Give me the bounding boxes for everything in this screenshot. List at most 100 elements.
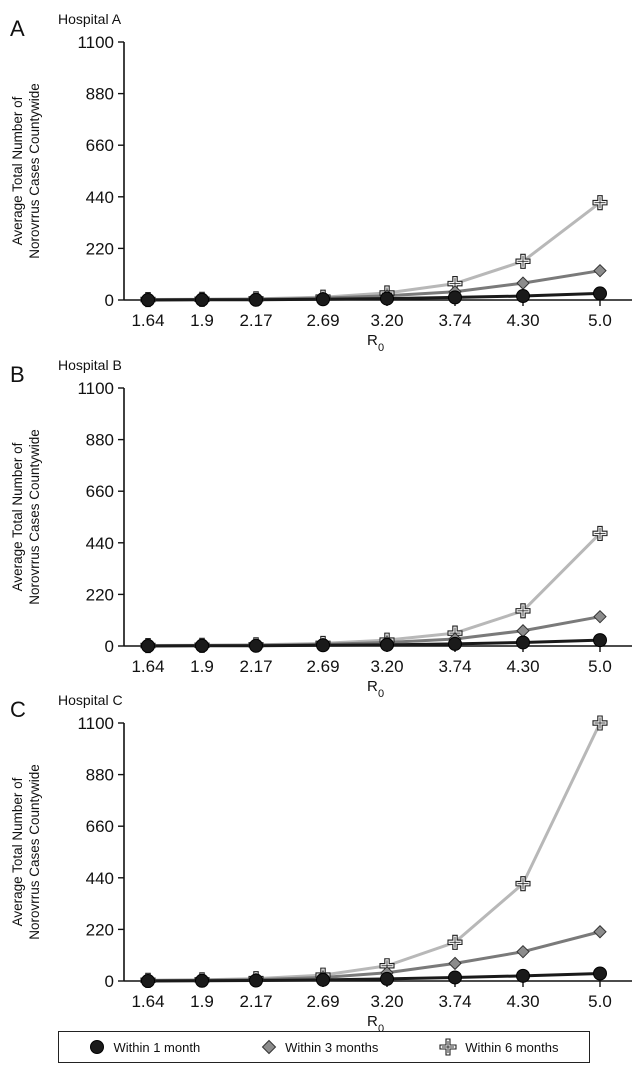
x-tick-label: 1.9 — [190, 311, 214, 330]
data-point-circle — [448, 636, 462, 651]
y-tick-label: 0 — [105, 972, 114, 991]
data-point-circle — [380, 637, 394, 652]
x-tick-label: 5.0 — [588, 657, 612, 676]
data-point-circle — [249, 292, 263, 307]
data-point-circle — [316, 972, 330, 987]
legend-circle-marker-icon — [90, 1040, 105, 1054]
y-tick-label: 440 — [86, 188, 114, 207]
panel-letter: C — [10, 697, 26, 722]
data-point-diamond — [516, 944, 530, 959]
data-point-circle — [593, 633, 607, 648]
series-line-cross — [147, 722, 602, 982]
chart-panel-c: C Hospital C Average Total Number of Norovr… — [10, 692, 632, 1035]
x-tick-label: 3.20 — [370, 657, 403, 676]
legend-item-6-months: Within 6 months — [439, 1038, 558, 1056]
y-tick-label: 660 — [86, 136, 114, 155]
data-point-circle — [593, 966, 607, 981]
chart-title: Hospital C — [58, 692, 123, 708]
series-line-circle — [147, 638, 601, 648]
series-markers-cross — [140, 525, 608, 654]
series-line-circle — [147, 291, 601, 302]
data-point-diamond — [593, 263, 607, 278]
data-point-circle — [141, 974, 155, 988]
y-tick-label: 440 — [86, 869, 114, 888]
x-tick-label: 3.20 — [370, 992, 403, 1011]
x-tick-label: 3.74 — [438, 657, 471, 676]
y-tick-label: 880 — [86, 766, 114, 785]
x-axis-label: R — [367, 1013, 378, 1030]
series-markers-circle — [141, 286, 607, 307]
data-point-circle — [195, 292, 209, 307]
y-tick-label: 880 — [86, 431, 114, 450]
data-point-circle — [316, 638, 330, 653]
chart-panel-b: B Hospital B Average Total Number of Norovr… — [10, 357, 632, 700]
x-tick-label: 2.69 — [306, 311, 339, 330]
data-point-circle — [516, 968, 530, 983]
y-tick-label: 0 — [105, 291, 114, 310]
legend-cross-marker-icon — [439, 1038, 457, 1056]
data-point-circle — [593, 286, 607, 301]
x-tick-label: 1.64 — [131, 311, 164, 330]
series-line-circle — [147, 971, 601, 983]
y-tick-label: 660 — [86, 482, 114, 501]
y-tick-label: 220 — [86, 920, 114, 939]
y-axis-label-line2: Norovrrus Cases Countywide — [27, 83, 42, 259]
y-axis-label-line2: Norovrrus Cases Countywide — [27, 764, 42, 940]
x-axis-label: R — [367, 332, 378, 349]
y-tick-label: 220 — [86, 239, 114, 258]
data-point-circle — [516, 289, 530, 304]
panel-letter: B — [10, 362, 25, 387]
legend-diamond-marker-icon — [261, 1039, 277, 1055]
data-point-circle — [380, 971, 394, 986]
chart-title: Hospital A — [58, 11, 122, 27]
y-tick-label: 1100 — [77, 33, 114, 52]
data-point-circle — [380, 291, 394, 306]
x-tick-label: 3.74 — [438, 992, 471, 1011]
x-tick-label: 2.17 — [239, 311, 272, 330]
legend-label: Within 3 months — [285, 1039, 379, 1055]
y-tick-label: 220 — [86, 585, 114, 604]
y-tick-label: 0 — [105, 637, 114, 656]
chart-panel-a: A Hospital A Average Total Number of Norovr… — [10, 11, 632, 354]
series-markers-circle — [141, 966, 607, 988]
data-point-circle — [448, 290, 462, 305]
data-point-diamond — [516, 276, 530, 290]
legend-label: Within 6 months — [465, 1039, 559, 1055]
legend-label: Within 1 month — [113, 1039, 201, 1055]
data-point-circle — [249, 638, 263, 653]
x-tick-label: 4.30 — [506, 657, 539, 676]
chart-title: Hospital B — [58, 357, 122, 373]
panel-letter: A — [10, 16, 25, 41]
x-tick-label: 1.9 — [190, 657, 214, 676]
x-tick-label: 1.64 — [131, 992, 164, 1011]
data-point-diamond — [593, 609, 607, 624]
x-tick-label: 1.64 — [131, 657, 164, 676]
x-axis-label-subscript: 0 — [378, 1023, 384, 1035]
y-axis-label-line1: Average Total Number of — [10, 96, 25, 245]
data-point-circle — [195, 973, 209, 988]
chart-legend: Within 1 month Within 3 months Within 6 … — [58, 1031, 590, 1063]
y-axis-label-line1: Average Total Number of — [10, 442, 25, 591]
data-point-circle — [141, 293, 155, 307]
series-line-diamond — [147, 930, 601, 983]
x-tick-label: 4.30 — [506, 311, 539, 330]
x-axis-label: R — [367, 678, 378, 695]
data-point-diamond — [593, 925, 607, 939]
x-tick-label: 5.0 — [588, 992, 612, 1011]
data-point-diamond — [516, 624, 530, 638]
y-tick-label: 660 — [86, 817, 114, 836]
y-tick-label: 440 — [86, 534, 114, 553]
series-markers-diamond — [141, 925, 607, 988]
y-tick-label: 880 — [86, 85, 114, 104]
y-axis-label-line2: Norovrrus Cases Countywide — [27, 429, 42, 605]
x-axis-label-subscript: 0 — [378, 342, 384, 354]
x-tick-label: 4.30 — [506, 992, 539, 1011]
data-point-circle — [516, 635, 530, 650]
data-point-diamond — [448, 956, 462, 971]
x-tick-label: 5.0 — [588, 311, 612, 330]
legend-item-1-month: Within 1 month — [89, 1039, 200, 1055]
data-point-circle — [249, 973, 263, 988]
x-tick-label: 2.69 — [306, 657, 339, 676]
x-tick-label: 2.17 — [239, 657, 272, 676]
